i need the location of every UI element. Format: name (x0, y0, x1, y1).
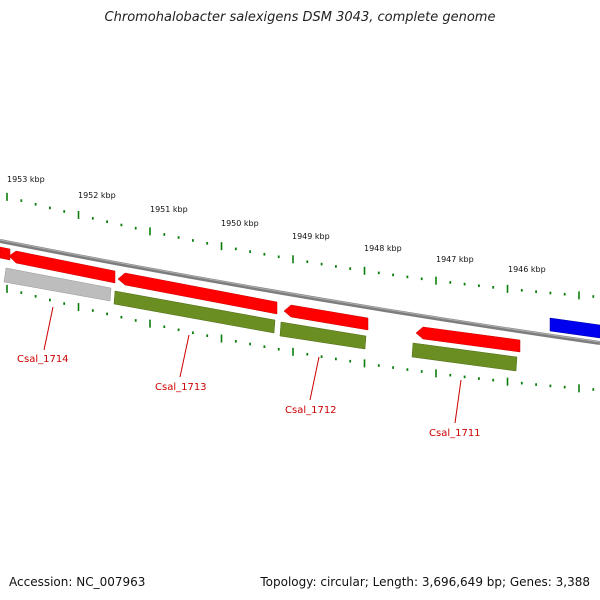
cds-track (0, 246, 600, 353)
gene-label-csal-1711[interactable]: Csal_1711 (429, 428, 481, 439)
gene-label-csal-1714[interactable]: Csal_1714 (17, 354, 69, 365)
gene-label-csal-1712[interactable]: Csal_1712 (285, 405, 337, 416)
gene-bar[interactable] (279, 321, 367, 350)
scale-label: 1953 kbp (7, 175, 45, 184)
genome-summary: Topology: circular; Length: 3,696,649 bp… (260, 575, 590, 589)
cds-arrow[interactable] (117, 272, 278, 315)
cds-arrow[interactable] (8, 250, 116, 284)
gene-bar-pseudo[interactable] (3, 267, 112, 302)
scale-label: 1950 kbp (221, 219, 259, 228)
other-feature[interactable] (549, 317, 600, 339)
inner-tick-ring (6, 284, 595, 393)
scale-label: 1949 kbp (292, 232, 330, 241)
gene-bar[interactable] (411, 342, 518, 372)
cds-arrow[interactable] (0, 246, 11, 261)
map-title: Chromohalobacter salexigens DSM 3043, co… (104, 10, 496, 25)
accession-text: Accession: NC_007963 (9, 575, 146, 589)
cds-arrow[interactable] (283, 304, 369, 331)
scale-label: 1947 kbp (436, 255, 474, 264)
cds-arrow[interactable] (415, 326, 521, 353)
scale-label: 1946 kbp (508, 265, 546, 274)
gene-label-csal-1713[interactable]: Csal_1713 (155, 382, 207, 393)
gene-labels: Csal_1714 Csal_1713 Csal_1712 Csal_1711 (17, 306, 481, 439)
scale-label: 1951 kbp (150, 205, 188, 214)
scale-label: 1952 kbp (78, 191, 116, 200)
outer-tick-ring (6, 192, 595, 300)
scale-label: 1948 kbp (364, 244, 402, 253)
gene-bar[interactable] (113, 290, 276, 334)
genome-backbone (0, 239, 600, 345)
scale-labels: 1953 kbp 1952 kbp 1951 kbp 1950 kbp 1949… (7, 175, 546, 274)
gene-track (3, 267, 518, 372)
